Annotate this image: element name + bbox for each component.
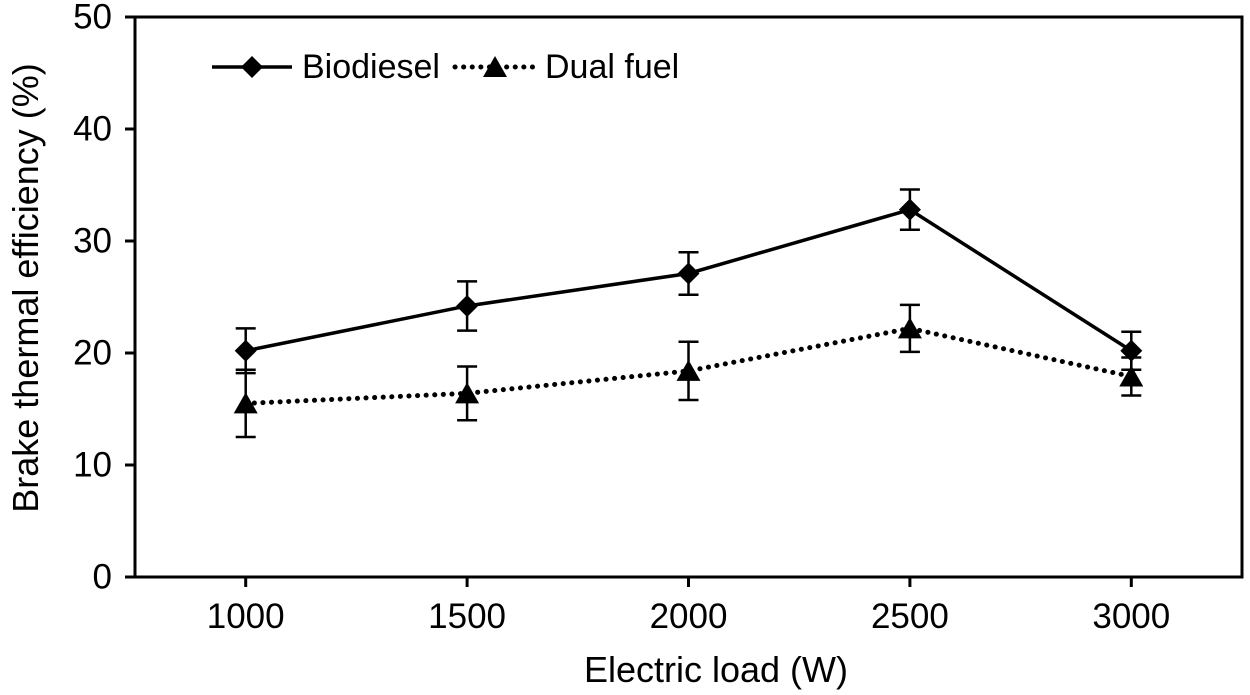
x-tick-label: 2500 [871, 597, 949, 636]
y-tick-label: 10 [73, 446, 112, 485]
x-tick-label: 1500 [428, 597, 506, 636]
series-biodiesel [234, 188, 1143, 375]
marker-triangle [1119, 365, 1144, 387]
legend-item: Dual fuel [452, 48, 679, 86]
y-axis-title: Brake thermal efficiency (%) [5, 63, 46, 513]
legend-swatch-marker [241, 56, 263, 78]
y-tick-label: 30 [73, 222, 112, 261]
legend-item: Biodiesel [212, 48, 440, 86]
y-tick-label: 40 [73, 110, 112, 149]
series-line [243, 325, 1134, 406]
marker-diamond [456, 294, 479, 317]
marker-triangle [455, 382, 480, 404]
legend-label: Biodiesel [302, 48, 440, 86]
marker-triangle [233, 392, 258, 414]
y-tick-label: 0 [93, 558, 112, 597]
marker-diamond [677, 262, 700, 285]
marker-triangle [676, 359, 701, 381]
marker-diamond [234, 339, 257, 362]
plot-border [133, 15, 1244, 579]
x-tick-label: 1000 [207, 597, 285, 636]
series-dual-fuel [233, 303, 1144, 439]
legend: Biodiesel Dual fuel [212, 48, 679, 86]
y-tick-label: 50 [73, 0, 112, 37]
marker-triangle [897, 317, 922, 339]
legend-label: Dual fuel [545, 48, 679, 86]
y-tick-label: 20 [73, 334, 112, 373]
x-tick-label: 2000 [650, 597, 728, 636]
marker-diamond [898, 198, 921, 221]
legend-swatch-marker [483, 56, 507, 77]
x-axis-title: Electric load (W) [584, 649, 848, 690]
x-tick-label: 3000 [1092, 597, 1170, 636]
